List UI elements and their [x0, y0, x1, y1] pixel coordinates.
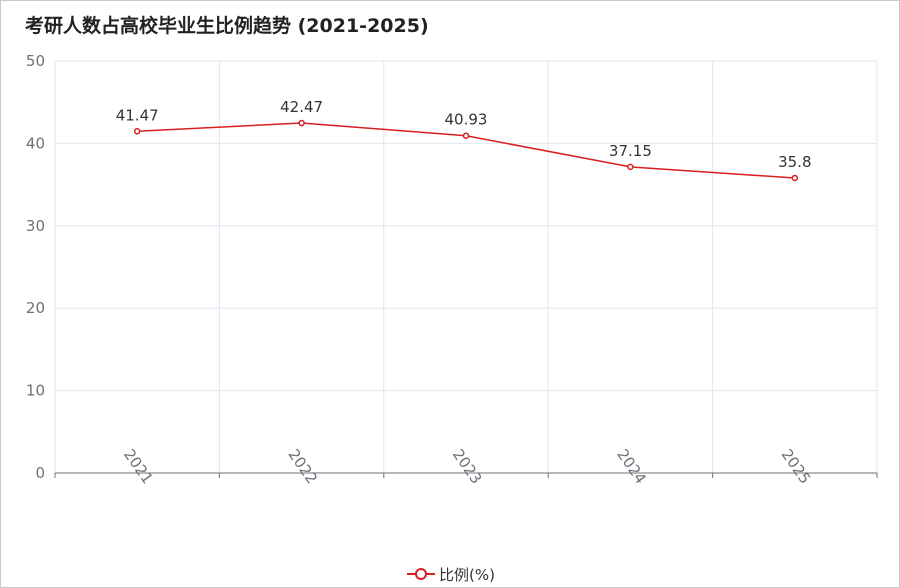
y-tick-label: 0	[35, 464, 45, 482]
x-tick-label: 2023	[449, 446, 486, 488]
y-tick-label: 20	[26, 299, 45, 317]
data-point	[791, 174, 799, 182]
y-tick-label: 10	[26, 382, 45, 400]
series-line	[137, 122, 795, 179]
data-point	[133, 128, 141, 135]
data-labels: 41.47 42.47 40.93 37.15 35.8	[116, 98, 812, 171]
legend-circle-icon	[415, 568, 427, 580]
x-tick-label: 2024	[613, 446, 650, 488]
x-tick-label: 2021	[120, 446, 157, 488]
legend-item-label: 比例(%)	[439, 566, 495, 584]
grid-lines	[54, 60, 878, 473]
data-point	[627, 163, 634, 171]
data-label: 37.15	[609, 142, 652, 160]
legend[interactable]: 比例(%)	[407, 566, 495, 584]
y-tick-label: 50	[26, 52, 45, 70]
data-label: 41.47	[116, 106, 159, 124]
y-tick-label: 40	[26, 134, 45, 152]
chart-title: 考研人数占高校毕业生比例趋势 (2021-2025)	[25, 15, 429, 37]
data-label: 40.93	[445, 111, 488, 129]
x-tick-label: 2025	[778, 446, 815, 488]
data-point	[298, 119, 305, 127]
series-layer	[133, 119, 799, 182]
data-label: 35.8	[778, 153, 811, 171]
data-label: 42.47	[280, 98, 323, 116]
x-tick-label: 2022	[284, 446, 321, 488]
y-tick-label: 30	[26, 217, 45, 235]
data-point	[462, 132, 470, 139]
